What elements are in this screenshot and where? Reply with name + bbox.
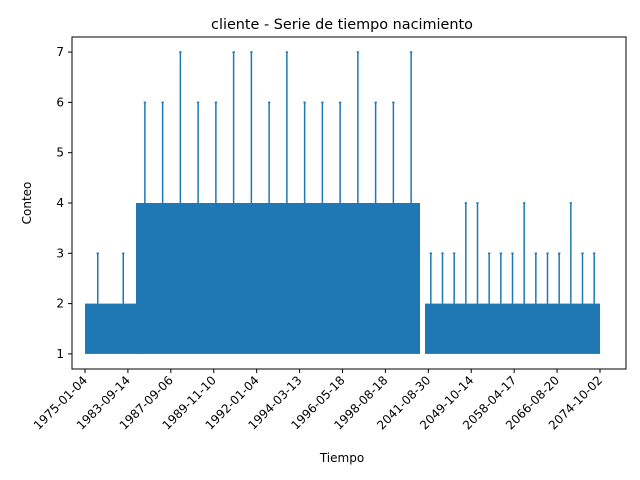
plot-area: [85, 51, 600, 354]
chart-title: cliente - Serie de tiempo nacimiento: [211, 17, 473, 33]
y-tick-label-1: 1: [56, 347, 64, 361]
series-band-0: [85, 303, 136, 354]
x-axis-label: Tiempo: [319, 451, 364, 465]
y-tick-label-6: 6: [56, 95, 64, 109]
y-tick-label-4: 4: [56, 196, 64, 210]
series-band-2: [425, 303, 600, 354]
y-tick-label-2: 2: [56, 297, 64, 311]
series-band-1: [136, 203, 420, 354]
y-tick-label-5: 5: [56, 146, 64, 160]
y-tick-label-3: 3: [56, 246, 64, 260]
y-axis-label: Conteo: [20, 182, 34, 225]
y-tick-label-7: 7: [56, 45, 64, 59]
